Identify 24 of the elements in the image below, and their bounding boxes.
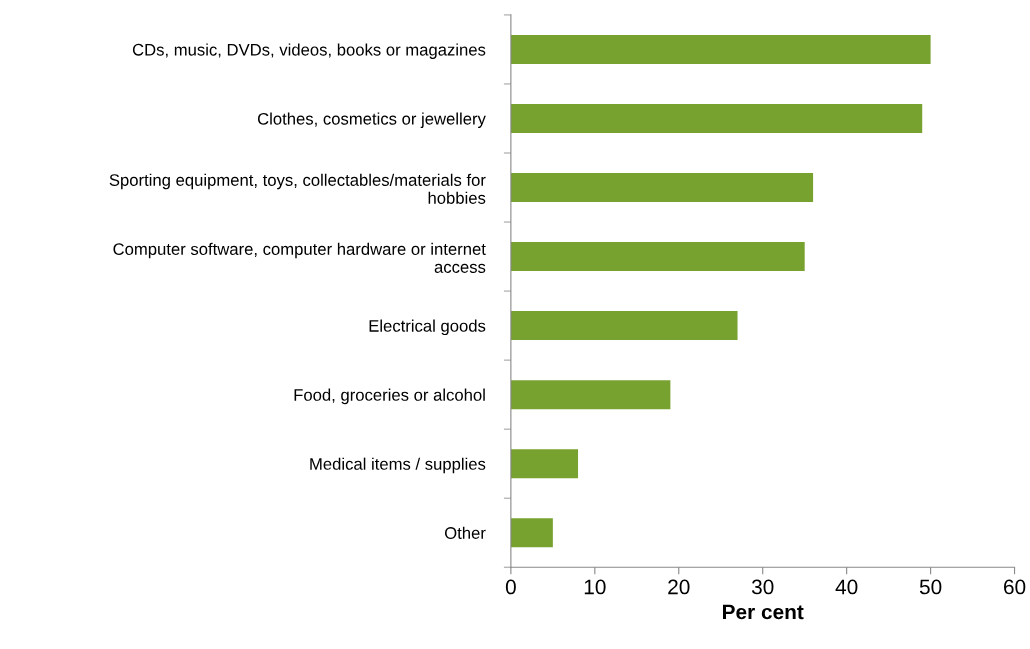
x-tick-label: 30 [751, 579, 774, 595]
x-tick-label: 40 [835, 579, 858, 595]
bar [510, 380, 671, 410]
bar [510, 311, 738, 341]
y-tick-label: Sporting equipment, toys, collectables/materials for hobbies [109, 173, 486, 204]
y-tick-label: Medical items / supplies [310, 457, 486, 474]
bar [510, 34, 931, 64]
bar [510, 518, 553, 548]
bar [510, 173, 814, 203]
y-tick-label: Computer software, computer hardware or internet access [113, 242, 486, 273]
x-tick-label: 60 [1004, 579, 1026, 595]
y-tick-label: Food, groceries or alcohol [294, 388, 485, 405]
y-tick-label: Clothes, cosmetics or jewellery [257, 112, 486, 128]
y-tick-label: Electrical goods [369, 319, 486, 336]
x-axis-title: Per cent [723, 604, 804, 620]
y-tick-label: CDs, music, DVDs, videos, books or magazines [132, 43, 486, 59]
bar [510, 103, 923, 133]
bar [510, 242, 805, 272]
x-tick-label: 20 [668, 579, 690, 595]
bar [510, 449, 579, 479]
x-tick-label: 10 [584, 579, 606, 595]
x-tick-label: 50 [919, 579, 942, 595]
y-tick-label: Other [444, 526, 486, 539]
x-tick-label: 0 [505, 579, 516, 595]
